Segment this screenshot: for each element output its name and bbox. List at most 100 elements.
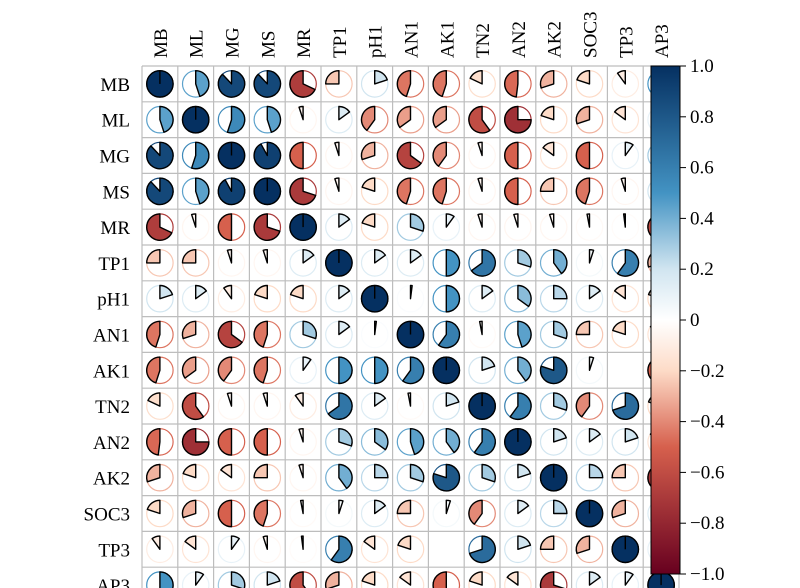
matrix-cell [432,356,461,385]
pie-wedge [517,499,530,515]
pie-wedge [620,177,626,192]
colorbar-tick-label: −0.6 [690,462,724,483]
pie-wedge [622,213,626,228]
column-label-mr: MR [294,28,315,58]
matrix-cell [432,177,461,206]
matrix-cell [611,249,640,277]
pie-wedge [432,463,461,492]
matrix-cell [146,463,174,492]
pie-wedge [588,249,595,264]
pie-wedge [445,213,455,228]
pie-wedge [445,428,461,454]
matrix-cell [468,320,496,349]
matrix-cell [575,213,604,241]
matrix-cell [504,70,532,98]
pie-wedge [146,249,161,264]
matrix-cell [360,356,389,385]
pie-wedge [517,284,532,308]
pie-wedge [374,356,389,385]
matrix-cell [146,571,174,588]
matrix-cell [468,428,496,456]
matrix-cell [253,213,282,241]
pie-wedge [432,571,447,588]
pie-wedge [468,499,483,525]
matrix-cell [181,105,210,134]
pie-wedge [146,499,161,515]
pie-wedge [612,320,626,336]
column-label-ak2: AK2 [545,21,566,58]
matrix-cell [504,535,532,564]
matrix-cell [289,463,317,492]
matrix-cell [504,177,532,206]
pie-wedge [517,249,532,268]
matrix-cell [181,284,210,313]
colorbar-tick-label: −1.0 [690,564,724,585]
matrix-cell [539,284,568,313]
column-label-soc3: SOC3 [581,12,602,58]
matrix-cell [432,249,461,277]
pie-wedge [409,463,425,483]
column-label-ph1: pH1 [366,25,387,58]
row-label-an1: AN1 [93,326,130,347]
matrix-cell [468,284,496,313]
matrix-cell [253,177,282,206]
row-labels: MB ML MG MS MR TP1 pH1 AN1 AK1 TN2 AN2 AK2 SOC3 TP3 AP… [84,75,131,588]
matrix-cell [468,249,496,277]
matrix-cell [539,392,568,420]
matrix-cell [360,177,389,206]
matrix-cell [468,70,496,98]
matrix-cell [575,428,604,456]
matrix-cell [289,177,317,206]
pie-wedge [299,499,304,515]
pie-wedge [575,141,591,170]
column-label-ml: ML [187,30,208,59]
pie-wedge [613,105,626,121]
pie-wedge [302,249,315,264]
pie-wedge [334,141,340,157]
colorbar-tick-label: 0.2 [690,259,714,280]
pie-wedge [159,571,174,588]
matrix-cell [217,320,246,349]
matrix-cell [432,70,461,98]
pie-wedge [509,392,532,420]
matrix-cell [181,213,210,241]
pie-wedge [253,213,281,241]
matrix-cell [146,320,174,349]
colorbar-tick-label: 0.4 [690,208,714,229]
matrix-cell [289,571,317,588]
pie-wedge [397,535,412,550]
pie-wedge [616,70,626,85]
pie-wedge [586,213,591,228]
matrix-cell [325,392,353,420]
matrix-cell [396,105,425,134]
pie-wedge [611,463,626,479]
matrix-cell [504,141,532,170]
matrix-cell [504,356,532,385]
pie-wedge [327,392,353,420]
matrix-cell [217,70,246,98]
pie-wedge [298,105,304,121]
matrix-cell [432,535,461,564]
matrix-cell [575,499,604,528]
row-label-soc3: SOC3 [84,505,130,526]
pie-wedge [517,320,532,348]
matrix-cell [504,392,532,420]
matrix-cell [432,428,461,456]
pie-wedge [409,428,425,456]
pie-wedge [539,356,568,385]
pie-wedge [624,571,634,586]
matrix-cell [217,535,246,564]
matrix-cell [360,428,389,456]
pie-wedge [226,105,246,134]
matrix-cell [611,177,640,206]
matrix-cell [396,213,425,241]
pie-wedge [432,70,447,98]
pie-wedge [396,141,422,170]
matrix-cell [217,571,246,588]
matrix-cell [360,463,389,492]
pie-wedge [298,463,304,479]
colorbar-gradient [650,65,681,575]
matrix-cell [396,428,425,456]
matrix-cell [468,463,496,492]
matrix-cell [325,535,353,564]
